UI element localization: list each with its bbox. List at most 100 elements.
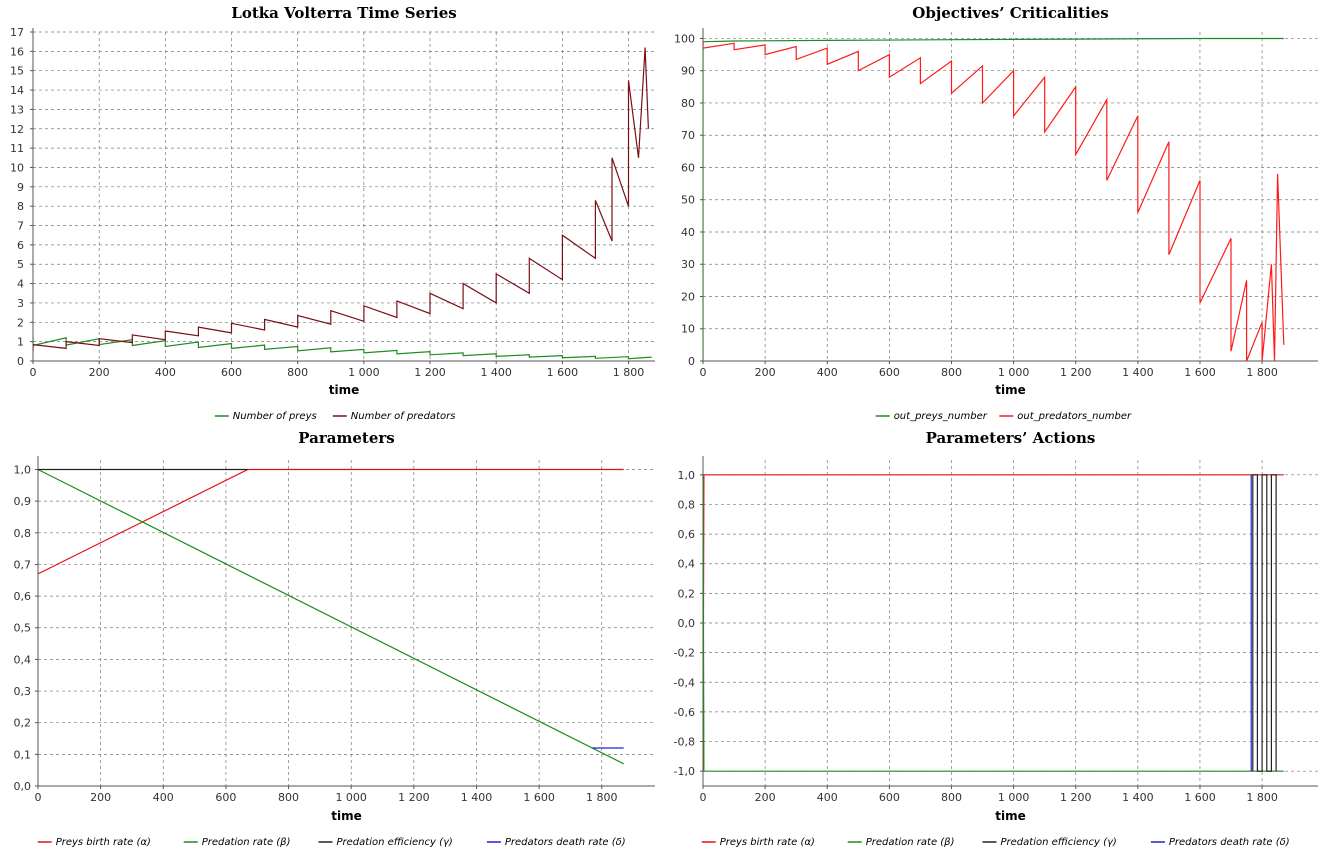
lotka-y-tick-label: 7 <box>17 220 24 233</box>
parameters-x-tick-label: 1 000 <box>335 791 367 804</box>
actions-y-tick-label: -0,6 <box>674 706 695 719</box>
lotka-chart: Lotka Volterra Time Series 0 200 400 600 800 1… <box>10 4 655 422</box>
parameters-series-line-1 <box>38 468 624 765</box>
parameters-x-tick-label: 1 400 <box>461 791 493 804</box>
actions-legend-label: Preys birth rate (α) <box>720 837 815 848</box>
criticalities-y-tick-label: 0 <box>688 355 695 368</box>
actions-x-tick-label: 1 600 <box>1184 791 1216 804</box>
lotka-x-tick-label: 1 200 <box>414 366 446 379</box>
actions-y-tick-label: -0,2 <box>674 647 695 660</box>
lotka-y-tick-label: 8 <box>17 200 24 213</box>
actions-x-tick-label: 800 <box>941 791 962 804</box>
actions-x-tick-label: 400 <box>817 791 838 804</box>
parameters-y-tick-label: 1,0 <box>14 463 32 476</box>
lotka-legend-label: Number of predators <box>351 411 456 422</box>
lotka-y-tick-label: 9 <box>17 181 24 194</box>
criticalities-series-line-1 <box>703 41 1285 362</box>
actions-x-tick-label: 1 000 <box>998 791 1030 804</box>
lotka-y-tick-label: 11 <box>10 142 24 155</box>
criticalities-legend-label: out_preys_number <box>894 411 988 422</box>
actions-x-tick-label: 1 800 <box>1246 791 1278 804</box>
lotka-legend-label: Number of preys <box>233 411 317 422</box>
parameters-x-tick-label: 1 800 <box>586 791 618 804</box>
parameters-series-line-0 <box>38 468 624 575</box>
parameters-x-tick-label: 800 <box>278 791 299 804</box>
parameters-y-tick-label: 0,2 <box>14 717 32 730</box>
actions-legend-label: Predation efficiency (γ) <box>1001 837 1117 848</box>
criticalities-x-axis-label: time <box>995 383 1026 397</box>
criticalities-x-tick-label: 1 400 <box>1122 366 1154 379</box>
lotka-y-tick-label: 12 <box>10 123 24 136</box>
parameters-y-tick-label: 0,0 <box>14 780 32 793</box>
lotka-y-tick-label: 14 <box>10 84 24 97</box>
criticalities-x-tick-label: 1 600 <box>1184 366 1216 379</box>
parameters-chart: Parameters 0 200 400 600 800 1 000 1 200 1 400 1 … <box>14 429 655 848</box>
lotka-y-tick-label: 10 <box>10 161 24 174</box>
actions-x-tick-label: 0 <box>700 791 707 804</box>
lotka-series-line-1 <box>33 47 649 352</box>
criticalities-x-tick-label: 800 <box>941 366 962 379</box>
parameters-y-tick-label: 0,3 <box>14 685 32 698</box>
actions-y-tick-label: 0,4 <box>678 558 696 571</box>
parameters-y-tick-label: 0,1 <box>14 748 32 761</box>
parameters-legend-label: Predation rate (β) <box>202 837 291 848</box>
lotka-x-tick-label: 400 <box>155 366 176 379</box>
actions-x-tick-label: 200 <box>755 791 776 804</box>
criticalities-x-tick-label: 1 000 <box>998 366 1030 379</box>
criticalities-x-tick-label: 1 800 <box>1246 366 1278 379</box>
lotka-x-tick-label: 800 <box>287 366 308 379</box>
lotka-x-axis-label: time <box>329 383 360 397</box>
actions-x-tick-label: 1 400 <box>1122 791 1154 804</box>
parameters-legend-label: Preys birth rate (α) <box>56 837 151 848</box>
parameters-x-tick-label: 0 <box>35 791 42 804</box>
parameters-x-axis-label: time <box>331 809 362 823</box>
criticalities-y-tick-label: 100 <box>674 32 695 45</box>
actions-x-tick-label: 1 200 <box>1060 791 1092 804</box>
criticalities-x-tick-label: 200 <box>755 366 776 379</box>
actions-y-tick-label: 0,8 <box>678 498 696 511</box>
criticalities-y-tick-label: 30 <box>681 258 695 271</box>
lotka-x-tick-label: 1 800 <box>613 366 645 379</box>
actions-title: Parameters’ Actions <box>926 429 1096 447</box>
parameters-title: Parameters <box>298 429 394 447</box>
criticalities-y-tick-label: 60 <box>681 161 695 174</box>
criticalities-y-tick-label: 10 <box>681 323 695 336</box>
lotka-series-line-0 <box>33 336 652 360</box>
parameters-x-tick-label: 600 <box>215 791 236 804</box>
actions-series-line-2 <box>1252 474 1277 772</box>
actions-legend-label: Predators death rate (δ) <box>1169 837 1290 848</box>
actions-chart: Parameters’ Actions 0 200 400 600 800 1 000 1 2… <box>674 429 1318 848</box>
criticalities-y-tick-label: 40 <box>681 226 695 239</box>
criticalities-x-tick-label: 600 <box>879 366 900 379</box>
actions-x-tick-label: 600 <box>879 791 900 804</box>
lotka-y-tick-label: 13 <box>10 103 24 116</box>
parameters-y-tick-label: 0,4 <box>14 653 32 666</box>
criticalities-title: Objectives’ Criticalities <box>912 4 1108 22</box>
lotka-y-tick-label: 3 <box>17 297 24 310</box>
criticalities-y-tick-label: 70 <box>681 129 695 142</box>
parameters-legend-label: Predators death rate (δ) <box>505 837 626 848</box>
lotka-y-tick-label: 15 <box>10 65 24 78</box>
actions-y-tick-label: 0,0 <box>678 617 696 630</box>
lotka-y-tick-label: 6 <box>17 239 24 252</box>
parameters-x-tick-label: 1 600 <box>523 791 555 804</box>
lotka-y-tick-label: 16 <box>10 45 24 58</box>
criticalities-x-tick-label: 1 200 <box>1060 366 1092 379</box>
actions-y-tick-label: -1,0 <box>674 765 695 778</box>
parameters-x-tick-label: 1 200 <box>398 791 430 804</box>
criticalities-x-tick-label: 400 <box>817 366 838 379</box>
lotka-x-tick-label: 0 <box>30 366 37 379</box>
criticalities-legend-label: out_predators_number <box>1017 411 1132 422</box>
lotka-x-tick-label: 1 400 <box>480 366 512 379</box>
actions-y-tick-label: -0,4 <box>674 676 695 689</box>
lotka-title: Lotka Volterra Time Series <box>231 4 456 22</box>
actions-y-tick-label: 1,0 <box>678 469 696 482</box>
parameters-x-tick-label: 200 <box>90 791 111 804</box>
lotka-y-tick-label: 1 <box>17 336 24 349</box>
criticalities-x-tick-label: 0 <box>700 366 707 379</box>
criticalities-y-tick-label: 20 <box>681 290 695 303</box>
lotka-y-tick-label: 2 <box>17 316 24 329</box>
lotka-y-tick-label: 0 <box>17 355 24 368</box>
criticalities-y-tick-label: 80 <box>681 97 695 110</box>
